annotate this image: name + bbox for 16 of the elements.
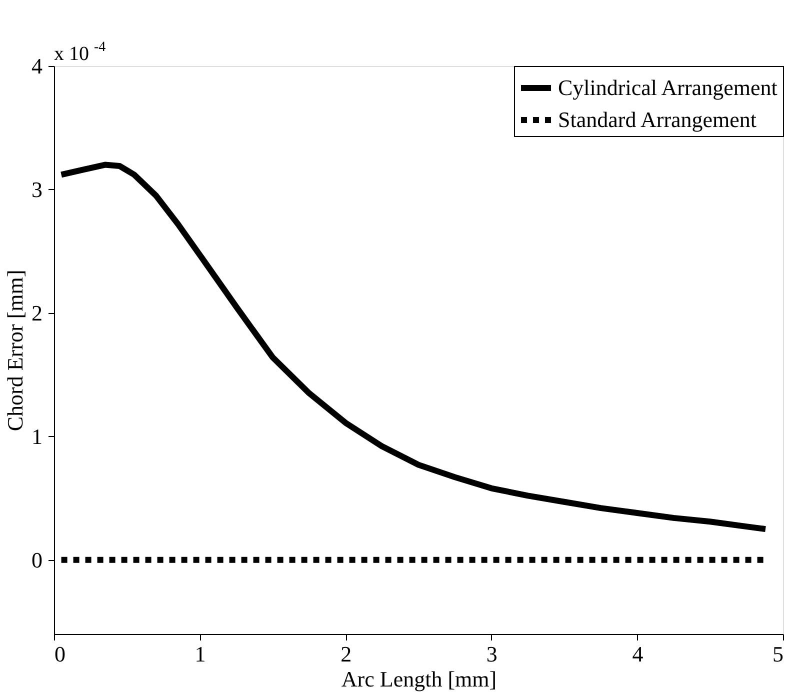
y-tick-label: 4 bbox=[32, 54, 42, 78]
text: x 10-4 bbox=[54, 40, 106, 65]
y-tick-label: 1 bbox=[32, 424, 42, 449]
x-tick-label: 5 bbox=[772, 642, 784, 666]
y-axis-title: Chord Error [mm] bbox=[2, 270, 28, 432]
x-tick-label: 4 bbox=[632, 642, 644, 666]
y-tick-label: 3 bbox=[32, 176, 42, 202]
legend-label: Standard Arrangement bbox=[558, 107, 757, 132]
x-tick-label: 3 bbox=[486, 642, 498, 666]
y-tick-label: 2 bbox=[32, 300, 42, 326]
x-axis-title: Arc Length [mm] bbox=[341, 666, 497, 692]
x-tick-label: 2 bbox=[340, 642, 352, 666]
y-tick-label: 0 bbox=[32, 547, 42, 572]
legend-label: Cylindrical Arrangement bbox=[558, 75, 778, 100]
x-tick-label: 0 bbox=[54, 642, 66, 666]
x-tick-label: 1 bbox=[194, 642, 206, 666]
